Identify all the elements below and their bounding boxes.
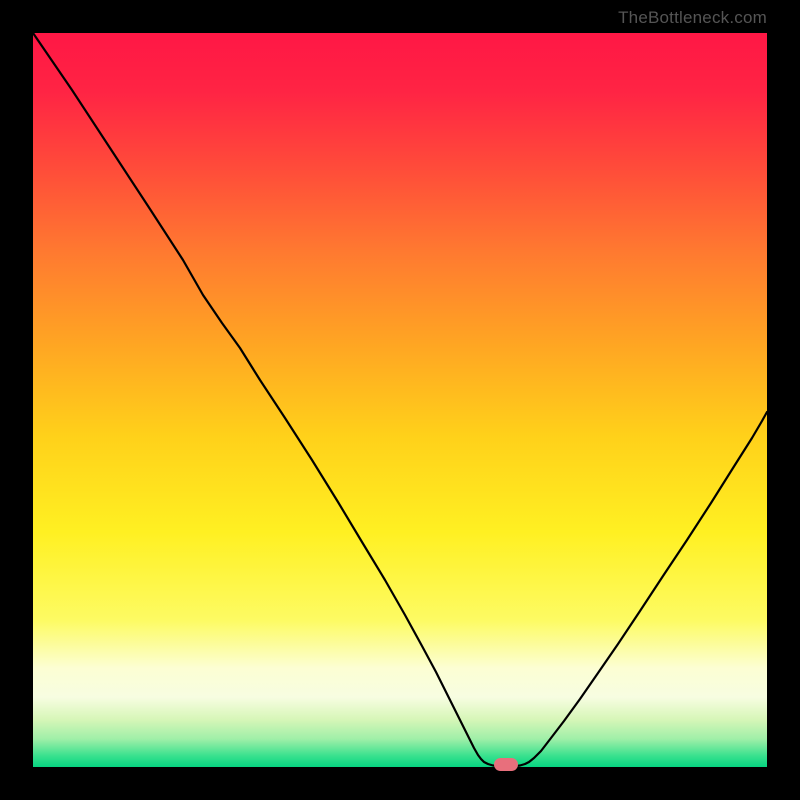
chart-svg — [0, 0, 800, 800]
optimal-marker — [494, 758, 518, 771]
bottleneck-curve — [33, 33, 767, 767]
